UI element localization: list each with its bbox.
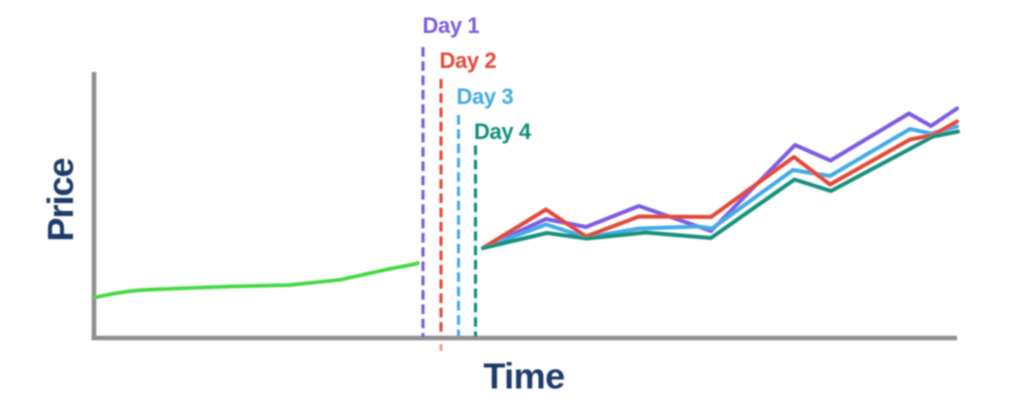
svg-text:Day 2: Day 2	[440, 48, 497, 73]
svg-text:Day 4: Day 4	[474, 119, 532, 144]
svg-text:Day 3: Day 3	[457, 84, 514, 109]
svg-text:Day 1: Day 1	[423, 13, 480, 38]
svg-text:Time: Time	[483, 356, 564, 397]
svg-text:Price: Price	[40, 158, 81, 241]
